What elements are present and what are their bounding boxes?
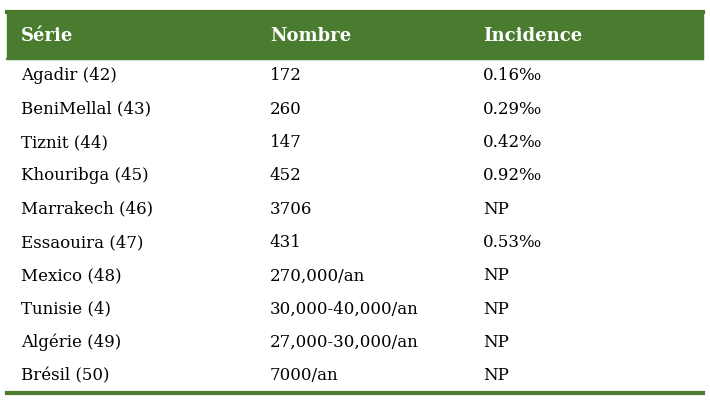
Text: Marrakech (46): Marrakech (46) [21,201,153,218]
Text: Brésil (50): Brésil (50) [21,367,110,384]
Text: Série: Série [21,27,74,45]
Text: Incidence: Incidence [483,27,582,45]
Text: Mexico (48): Mexico (48) [21,267,122,285]
Text: BeniMellal (43): BeniMellal (43) [21,101,151,118]
Text: NP: NP [483,334,508,351]
Text: 452: 452 [270,167,302,184]
Text: Tunisie (4): Tunisie (4) [21,301,111,318]
Text: 27,000-30,000/an: 27,000-30,000/an [270,334,419,351]
Text: NP: NP [483,201,508,218]
Text: Tiznit (44): Tiznit (44) [21,134,109,151]
Bar [7,12,703,59]
Text: 431: 431 [270,234,302,251]
Text: 260: 260 [270,101,302,118]
Text: 0.16‰: 0.16‰ [483,67,542,85]
Text: NP: NP [483,267,508,285]
Text: 0.53‰: 0.53‰ [483,234,542,251]
Text: 0.42‰: 0.42‰ [483,134,542,151]
Text: 0.29‰: 0.29‰ [483,101,542,118]
Text: 0.92‰: 0.92‰ [483,167,542,184]
Text: 30,000-40,000/an: 30,000-40,000/an [270,301,419,318]
Text: 270,000/an: 270,000/an [270,267,365,285]
Text: NP: NP [483,367,508,384]
Text: 7000/an: 7000/an [270,367,339,384]
Text: Khouribga (45): Khouribga (45) [21,167,149,184]
Text: Agadir (42): Agadir (42) [21,67,117,85]
Text: 172: 172 [270,67,302,85]
Text: Nombre: Nombre [270,27,351,45]
Text: 147: 147 [270,134,302,151]
Text: Algérie (49): Algérie (49) [21,334,121,351]
Text: NP: NP [483,301,508,318]
Text: Essaouira (47): Essaouira (47) [21,234,144,251]
Text: 3706: 3706 [270,201,312,218]
